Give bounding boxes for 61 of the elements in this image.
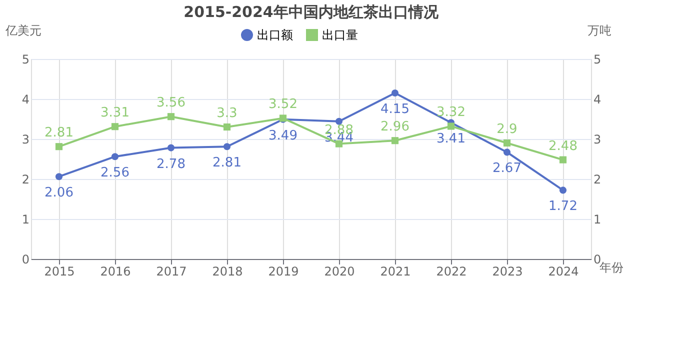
y2-tick-label: 5 xyxy=(594,52,602,66)
y2-tick-label: 3 xyxy=(594,132,602,146)
x-tick-label: 2016 xyxy=(100,264,131,278)
x-tick-label: 2019 xyxy=(268,264,299,278)
chart-title: 2015-2024年中国内地红茶出口情况 xyxy=(184,3,440,21)
y-tick-label: 5 xyxy=(22,52,30,66)
y-tick-label: 0 xyxy=(22,252,30,266)
data-label: 2.56 xyxy=(100,166,130,181)
legend-label: 出口额 xyxy=(257,28,293,42)
y2-tick-label: 2 xyxy=(594,172,602,186)
y-tick-label: 2 xyxy=(22,172,30,186)
y2-tick-label: 1 xyxy=(594,212,602,226)
x-tick-label: 2022 xyxy=(436,264,467,278)
data-label: 3.41 xyxy=(436,132,466,147)
point xyxy=(167,113,175,120)
legend-label: 出口量 xyxy=(322,28,358,42)
point xyxy=(167,144,175,152)
y2-tick-label: 4 xyxy=(594,92,602,106)
point xyxy=(559,186,567,194)
x-tick-label: 2015 xyxy=(44,264,75,278)
x-axis-title: 年份 xyxy=(600,260,624,274)
point xyxy=(503,148,511,156)
x-tick-label: 2018 xyxy=(212,264,243,278)
data-label: 2.81 xyxy=(212,156,242,171)
data-label: 2.81 xyxy=(44,126,74,141)
data-label: 3.52 xyxy=(268,97,298,112)
data-label: 2.48 xyxy=(548,138,578,154)
point xyxy=(559,156,567,164)
x-tick-label: 2024 xyxy=(548,264,579,278)
point xyxy=(503,139,511,147)
data-label: 3.3 xyxy=(216,106,238,121)
data-label: 2.06 xyxy=(44,186,74,201)
data-label: 1.72 xyxy=(548,199,578,214)
data-label: 3.49 xyxy=(268,128,298,144)
point xyxy=(391,89,399,97)
x-tick-label: 2020 xyxy=(324,264,355,278)
y-tick-label: 4 xyxy=(22,92,30,106)
y2-axis-title: 万吨 xyxy=(588,24,612,38)
point xyxy=(223,143,231,150)
point xyxy=(447,122,455,130)
data-label: 2.78 xyxy=(156,156,186,172)
data-label: 2.96 xyxy=(380,120,410,135)
data-label: 3.56 xyxy=(156,96,186,111)
point xyxy=(391,137,399,144)
point xyxy=(111,153,119,160)
point xyxy=(55,173,63,180)
data-label: 3.31 xyxy=(100,106,130,121)
point xyxy=(111,123,119,130)
y2-tick-label: 0 xyxy=(594,252,602,266)
point xyxy=(55,143,63,150)
y-tick-label: 1 xyxy=(22,212,30,226)
data-label: 3.32 xyxy=(436,105,466,120)
x-tick-label: 2017 xyxy=(156,264,187,278)
x-tick-label: 2021 xyxy=(380,264,411,278)
data-label: 4.15 xyxy=(380,102,410,117)
y-axis-title: 亿美元 xyxy=(4,24,42,38)
point xyxy=(223,123,231,131)
data-label: 2.9 xyxy=(496,122,518,137)
data-label: 2.67 xyxy=(492,161,522,176)
y-tick-label: 3 xyxy=(22,132,30,146)
x-tick-label: 2023 xyxy=(492,264,523,278)
